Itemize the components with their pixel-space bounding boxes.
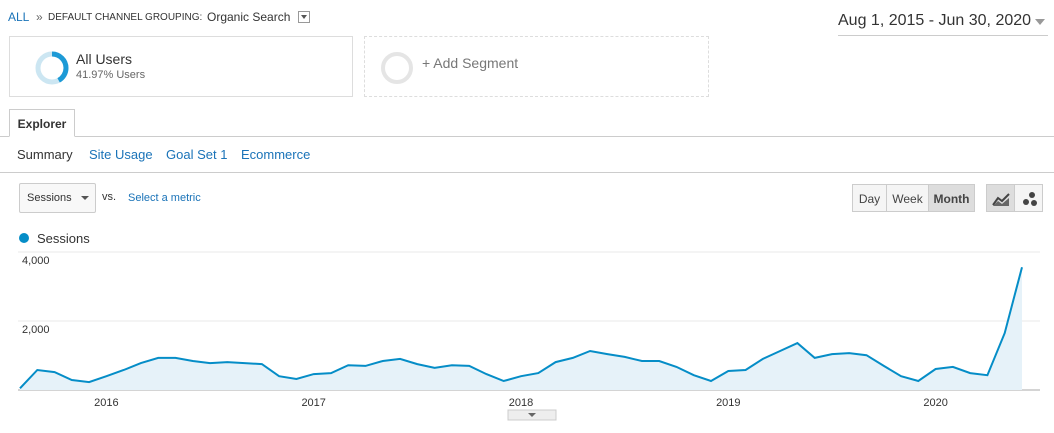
legend-marker (19, 233, 29, 243)
subtab[interactable]: Summary (17, 147, 73, 162)
x-tick-label: 2017 (301, 397, 325, 409)
x-tick-label: 2019 (716, 397, 740, 409)
subtab[interactable]: Ecommerce (241, 147, 311, 162)
icon (991, 193, 1010, 206)
segment-name: All Users (76, 51, 133, 67)
add-segment[interactable]: + Add Segment (364, 36, 709, 97)
metric-text: Sessions (27, 192, 72, 204)
vs: vs. (102, 191, 117, 203)
segment-placeholder (381, 52, 413, 84)
segment-card[interactable]: All Users 41.97% Users (9, 36, 353, 97)
y-tick-label: 2,000 (22, 324, 50, 336)
separator: » (36, 10, 43, 24)
legend-label: Sessions (37, 231, 90, 246)
x-tick-label: 2020 (923, 397, 947, 409)
y-tick-label: 4,000 (22, 255, 50, 267)
subtab[interactable]: Goal Set 1 (166, 147, 228, 162)
dropdown[interactable] (298, 11, 310, 23)
handle-arrow (528, 413, 536, 417)
add-segment-text: + Add Segment (422, 55, 519, 71)
tab-explorer[interactable]: Explorer (9, 109, 75, 137)
segment-donut (35, 51, 69, 85)
line (19, 266, 1023, 389)
tab-rule (0, 136, 1054, 137)
dimension: DEFAULT CHANNEL GROUPING: (48, 12, 203, 23)
breadcrumb-all[interactable]: ALL (8, 10, 30, 24)
select-metric[interactable]: Select a metric (128, 192, 201, 204)
week-button[interactable]: Week (886, 184, 929, 212)
line-chart-button[interactable] (986, 184, 1015, 212)
month-button[interactable]: Month (928, 184, 975, 212)
scroll-handle (507, 409, 557, 421)
subtab[interactable]: Site Usage (89, 147, 153, 162)
metric-select[interactable]: Sessions (19, 183, 96, 213)
segment-detail: 41.97% Users (76, 69, 146, 81)
date-range-text: Aug 1, 2015 - Jun 30, 2020 (838, 12, 1032, 29)
area (20, 267, 1022, 390)
icon (1022, 192, 1037, 206)
day-button[interactable]: Day (852, 184, 887, 212)
motion-chart-button[interactable] (1014, 184, 1043, 212)
x-tick-label: 2018 (509, 397, 533, 409)
x-tick-label: 2016 (94, 397, 118, 409)
date-range[interactable]: Aug 1, 2015 - Jun 30, 2020 (838, 12, 1048, 36)
subtab-rule (0, 172, 1054, 173)
dimension-value: Organic Search (207, 10, 291, 24)
